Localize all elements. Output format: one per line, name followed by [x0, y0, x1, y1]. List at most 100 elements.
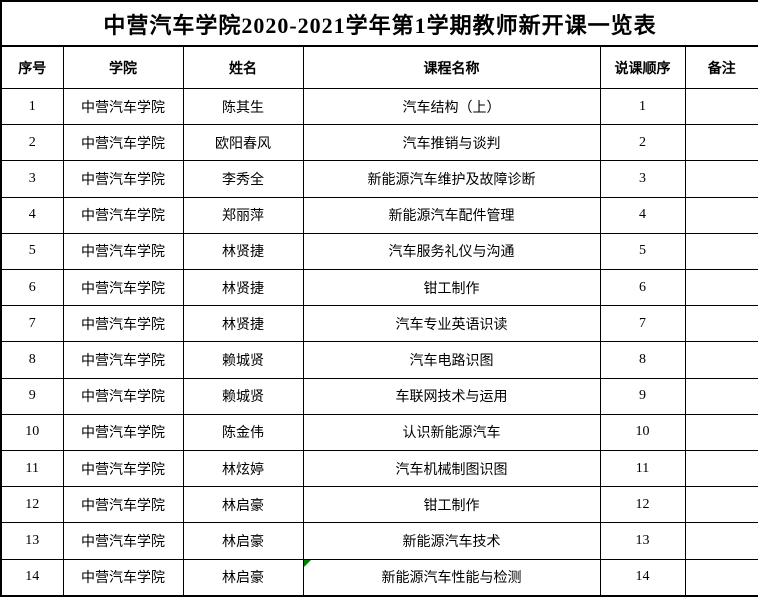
teacher-name-cell: 林炫婷: [182, 450, 304, 488]
serial-number-cell: 1: [0, 87, 64, 126]
college-cell: 中营汽车学院: [62, 377, 184, 415]
serial-number-cell: 7: [0, 305, 64, 343]
lecture-order-cell: 7: [599, 305, 686, 343]
serial-number-cell: 10: [0, 413, 64, 452]
course-name-cell: 汽车专业英语识读: [302, 305, 601, 343]
college-cell: 中营汽车学院: [62, 160, 184, 198]
column-header-serial-number: 序号: [0, 45, 64, 89]
course-name-cell: 新能源汽车技术: [302, 522, 601, 560]
column-header-college: 学院: [62, 45, 184, 89]
serial-number-cell: 3: [0, 160, 64, 198]
lecture-order-cell: 8: [599, 341, 686, 379]
course-name-cell: 新能源汽车维护及故障诊断: [302, 160, 601, 198]
college-cell: 中营汽车学院: [62, 558, 184, 597]
remark-cell: [684, 377, 758, 415]
teacher-name-cell: 赖城贤: [182, 341, 304, 379]
lecture-order-cell: 6: [599, 269, 686, 307]
cell-error-indicator-icon: [304, 560, 311, 567]
lecture-order-cell: 5: [599, 232, 686, 271]
course-name-cell: 车联网技术与运用: [302, 377, 601, 415]
title-row: 中营汽车学院2020-2021学年第1学期教师新开课一览表: [0, 0, 758, 47]
serial-number-cell: 4: [0, 196, 64, 234]
remark-cell: [684, 522, 758, 560]
lecture-order-cell: 3: [599, 160, 686, 198]
remark-cell: [684, 450, 758, 488]
column-header-teacher-name: 姓名: [182, 45, 304, 89]
lecture-order-cell: 12: [599, 486, 686, 524]
teacher-name-cell: 林启豪: [182, 522, 304, 560]
course-name-cell: 汽车推销与谈判: [302, 124, 601, 162]
teacher-name-cell: 李秀全: [182, 160, 304, 198]
table-body: 1 中营汽车学院 陈其生 汽车结构（上） 1 2 中营汽车学院 欧阳春风 汽车推销与谈判 2 3 中营…: [0, 87, 758, 597]
remark-cell: [684, 269, 758, 307]
lecture-order-cell: 1: [599, 87, 686, 126]
serial-number-cell: 2: [0, 124, 64, 162]
column-header-lecture-order: 说课顺序: [599, 45, 686, 89]
course-name-cell: 认识新能源汽车: [302, 413, 601, 452]
serial-number-cell: 14: [0, 558, 64, 597]
teacher-name-cell: 林贤捷: [182, 305, 304, 343]
table-row: 9 中营汽车学院 赖城贤 车联网技术与运用 9: [0, 377, 758, 415]
course-name-cell: 新能源汽车性能与检测: [302, 558, 601, 597]
table-row: 5 中营汽车学院 林贤捷 汽车服务礼仪与沟通 5: [0, 232, 758, 271]
table-row: 6 中营汽车学院 林贤捷 钳工制作 6: [0, 269, 758, 307]
table-row: 8 中营汽车学院 赖城贤 汽车电路识图 8: [0, 341, 758, 379]
page-title: 中营汽车学院2020-2021学年第1学期教师新开课一览表: [0, 0, 758, 47]
course-name-cell: 汽车电路识图: [302, 341, 601, 379]
remark-cell: [684, 305, 758, 343]
table-row: 3 中营汽车学院 李秀全 新能源汽车维护及故障诊断 3: [0, 160, 758, 198]
course-name-cell: 汽车机械制图识图: [302, 450, 601, 488]
remark-cell: [684, 341, 758, 379]
college-cell: 中营汽车学院: [62, 87, 184, 126]
remark-cell: [684, 558, 758, 597]
college-cell: 中营汽车学院: [62, 232, 184, 271]
remark-cell: [684, 160, 758, 198]
lecture-order-cell: 10: [599, 413, 686, 452]
serial-number-cell: 8: [0, 341, 64, 379]
teacher-name-cell: 陈其生: [182, 87, 304, 126]
lecture-order-cell: 14: [599, 558, 686, 597]
table-row: 11 中营汽车学院 林炫婷 汽车机械制图识图 11: [0, 450, 758, 488]
serial-number-cell: 11: [0, 450, 64, 488]
course-name-cell: 新能源汽车配件管理: [302, 196, 601, 234]
college-cell: 中营汽车学院: [62, 522, 184, 560]
college-cell: 中营汽车学院: [62, 124, 184, 162]
teacher-name-cell: 林贤捷: [182, 232, 304, 271]
lecture-order-cell: 2: [599, 124, 686, 162]
table-row: 4 中营汽车学院 郑丽萍 新能源汽车配件管理 4: [0, 196, 758, 234]
college-cell: 中营汽车学院: [62, 305, 184, 343]
remark-cell: [684, 124, 758, 162]
teacher-name-cell: 郑丽萍: [182, 196, 304, 234]
serial-number-cell: 9: [0, 377, 64, 415]
column-header-course-name: 课程名称: [302, 45, 601, 89]
table-row: 2 中营汽车学院 欧阳春风 汽车推销与谈判 2: [0, 124, 758, 162]
table-row: 7 中营汽车学院 林贤捷 汽车专业英语识读 7: [0, 305, 758, 343]
remark-cell: [684, 232, 758, 271]
serial-number-cell: 13: [0, 522, 64, 560]
remark-cell: [684, 486, 758, 524]
college-cell: 中营汽车学院: [62, 486, 184, 524]
lecture-order-cell: 9: [599, 377, 686, 415]
course-name-cell: 汽车服务礼仪与沟通: [302, 232, 601, 271]
remark-cell: [684, 196, 758, 234]
college-cell: 中营汽车学院: [62, 450, 184, 488]
serial-number-cell: 6: [0, 269, 64, 307]
serial-number-cell: 12: [0, 486, 64, 524]
teacher-name-cell: 赖城贤: [182, 377, 304, 415]
course-name-cell: 钳工制作: [302, 269, 601, 307]
table-row: 1 中营汽车学院 陈其生 汽车结构（上） 1: [0, 87, 758, 126]
remark-cell: [684, 87, 758, 126]
course-name-cell: 钳工制作: [302, 486, 601, 524]
table-row: 12 中营汽车学院 林启豪 钳工制作 12: [0, 486, 758, 524]
teacher-name-cell: 陈金伟: [182, 413, 304, 452]
serial-number-cell: 5: [0, 232, 64, 271]
teacher-name-cell: 林启豪: [182, 486, 304, 524]
column-header-remark: 备注: [684, 45, 758, 89]
college-cell: 中营汽车学院: [62, 196, 184, 234]
teacher-name-cell: 林贤捷: [182, 269, 304, 307]
course-name-cell: 汽车结构（上）: [302, 87, 601, 126]
teacher-name-cell: 林启豪: [182, 558, 304, 597]
lecture-order-cell: 13: [599, 522, 686, 560]
lecture-order-cell: 11: [599, 450, 686, 488]
